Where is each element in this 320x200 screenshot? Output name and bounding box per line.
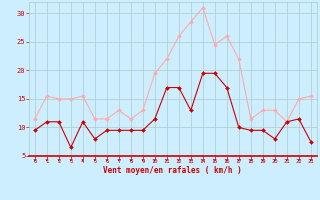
X-axis label: Vent moyen/en rafales ( km/h ): Vent moyen/en rafales ( km/h )	[103, 166, 242, 175]
